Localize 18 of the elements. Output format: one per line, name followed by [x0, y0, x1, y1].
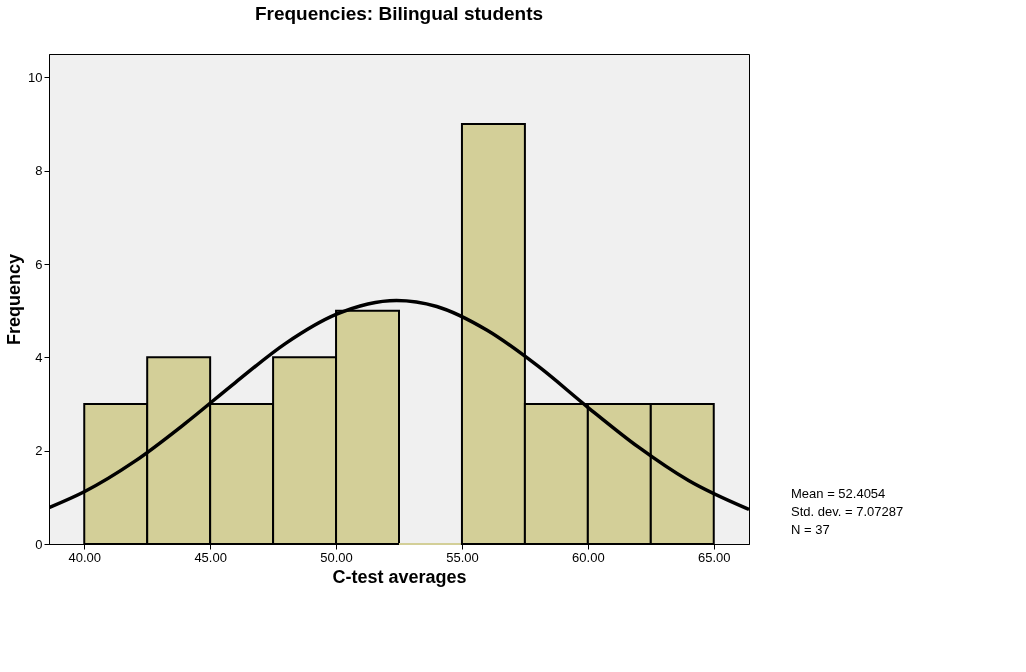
x-axis-title: C-test averages — [332, 566, 467, 587]
y-tick-label: 0 — [35, 536, 43, 552]
y-tick-label: 10 — [28, 69, 43, 85]
chart-title: Frequencies: Bilingual students — [254, 3, 544, 24]
text: Std. dev. = 7.07287 — [791, 504, 904, 519]
text: N = 37 — [791, 522, 830, 537]
x-tick-label: 60.00 — [572, 549, 605, 565]
x-tick-label: 45.00 — [194, 549, 227, 565]
x-tick-label: 50.00 — [320, 549, 353, 565]
y-tick-label: 2 — [35, 443, 43, 459]
text: Mean = 52.4054 — [791, 486, 886, 501]
y-tick-label: 6 — [35, 256, 43, 272]
x-tick-label: 65.00 — [697, 549, 731, 565]
y-tick-label: 4 — [35, 349, 43, 365]
y-tick-label: 8 — [35, 163, 43, 179]
x-tick-label: 40.00 — [68, 549, 102, 565]
x-tick-label: 55.00 — [446, 549, 479, 565]
y-axis-title: Frequency — [4, 253, 25, 346]
